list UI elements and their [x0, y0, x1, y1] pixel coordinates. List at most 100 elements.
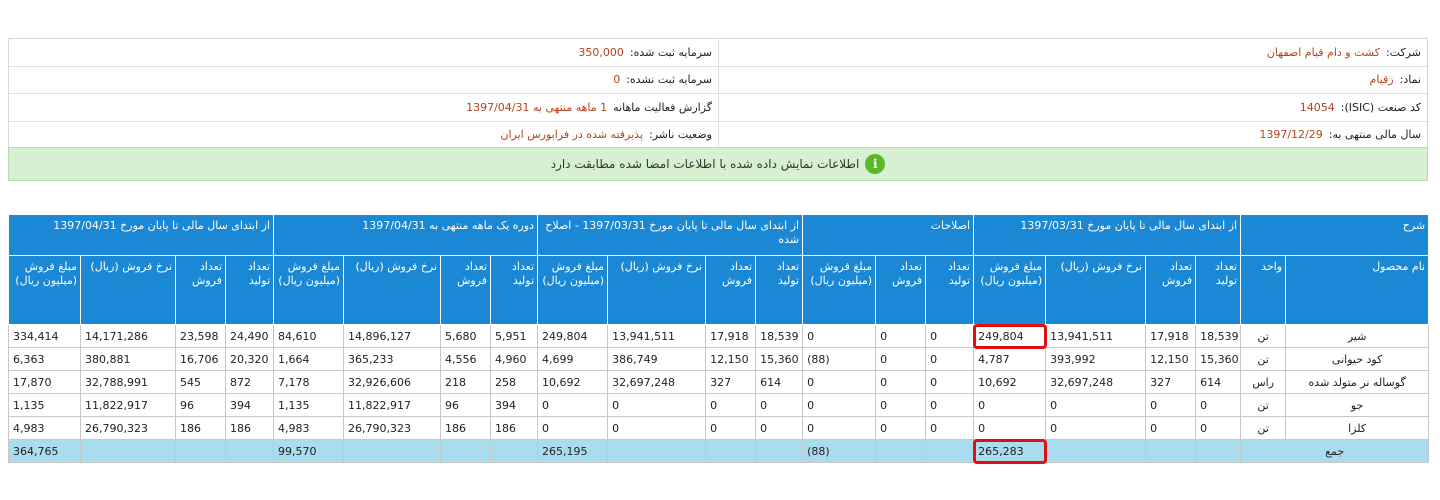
table-cell: 0	[802, 324, 877, 348]
column-header: تعداد تولید	[755, 255, 804, 325]
info-row: کد صنعت (ISIC): 14054 گزارش فعالیت ماهانه 1…	[9, 94, 1427, 122]
group-header: اصلاحات	[802, 214, 975, 256]
table-cell: 0	[755, 393, 804, 417]
field-value: 0	[613, 73, 621, 87]
field-value: 1397/12/29	[1259, 128, 1323, 142]
table-cell: 16,706	[175, 347, 227, 371]
total-cell	[175, 439, 227, 463]
column-header: مبلغ فروش (میلیون ریال)	[537, 255, 609, 325]
table-cell: 4,699	[537, 347, 609, 371]
table-cell: 218	[440, 370, 492, 394]
table-cell: 327	[1145, 370, 1197, 394]
column-header: واحد	[1240, 255, 1287, 325]
group-header: دوره یک ماهه منتهی به 1397/04/31	[273, 214, 539, 256]
column-header: تعداد فروش	[705, 255, 757, 325]
total-cell	[705, 439, 757, 463]
table-cell: تن	[1240, 416, 1287, 440]
total-cell	[607, 439, 707, 463]
field-label: سرمایه ثبت شده:	[629, 45, 712, 59]
column-header: تعداد تولید	[490, 255, 539, 325]
total-cell	[225, 439, 275, 463]
table-cell: 11,822,917	[343, 393, 442, 417]
table-cell: 0	[1045, 416, 1147, 440]
table-cell: 186	[175, 416, 227, 440]
table-cell: 96	[175, 393, 227, 417]
info-field: وضعیت ناشر: پذیرفته شده در فرابورس ایران	[9, 122, 718, 149]
column-header: تعداد فروش	[875, 255, 927, 325]
group-header: از ابتدای سال مالی تا پایان مورخ 1397/04…	[7, 214, 275, 256]
total-label: جمع	[1240, 439, 1430, 463]
data-row: کلزا تن 0 0 0 0 0 0 0 0 0 0 0 186 186 26,790,323 4,983 18…	[7, 416, 1430, 440]
total-cell	[1045, 439, 1147, 463]
total-cell: 265,195	[537, 439, 609, 463]
field-label: سال مالی منتهی به:	[1328, 128, 1421, 142]
table-cell: 0	[802, 393, 877, 417]
field-value: زقیام	[1369, 73, 1394, 87]
field-label: کد صنعت (ISIC):	[1340, 100, 1421, 114]
table-cell: 17,918	[1145, 324, 1197, 348]
total-cell: (88)	[802, 439, 877, 463]
table-cell: 186	[440, 416, 492, 440]
table-cell: 0	[1145, 393, 1197, 417]
table-cell: 84,610	[273, 324, 345, 348]
table-cell: 4,983	[273, 416, 345, 440]
field-value: کشت و دام قیام اصفهان	[1266, 45, 1380, 59]
table-cell: کود حیوانی	[1285, 347, 1430, 371]
company-info: شرکت: کشت و دام قیام اصفهان سرمایه ثبت شده…	[8, 38, 1428, 150]
total-cell	[343, 439, 442, 463]
table-cell: 0	[705, 393, 757, 417]
group-header-row: شرح از ابتدای سال مالی تا پایان مورخ 1397…	[7, 214, 1430, 256]
table-cell: 0	[925, 416, 975, 440]
table-cell: تن	[1240, 393, 1287, 417]
table-cell: 0	[802, 370, 877, 394]
table-cell: 0	[925, 324, 975, 348]
field-value: 14054	[1299, 100, 1335, 114]
table-cell: 0	[875, 393, 927, 417]
table-cell: 17,918	[705, 324, 757, 348]
table-cell: 394	[490, 393, 539, 417]
column-header: مبلغ فروش (میلیون ریال)	[802, 255, 877, 325]
table-cell: 10,692	[973, 370, 1047, 394]
table-cell: 0	[973, 416, 1047, 440]
table-cell: 614	[1195, 370, 1242, 394]
field-label: سرمایه ثبت نشده:	[626, 73, 712, 87]
table-cell: 18,539	[755, 324, 804, 348]
info-field: سرمایه ثبت شده: 350,000	[9, 39, 718, 66]
info-field: کد صنعت (ISIC): 14054	[718, 94, 1427, 121]
field-label: گزارش فعالیت ماهانه	[613, 100, 712, 114]
table-cell: 17,870	[7, 370, 82, 394]
field-value: 1 ماهه منتهی به 1397/04/31	[466, 100, 608, 114]
table-cell: 545	[175, 370, 227, 394]
table-cell: 872	[225, 370, 275, 394]
table-cell: 0	[925, 393, 975, 417]
total-cell	[875, 439, 927, 463]
table-cell: راس	[1240, 370, 1287, 394]
table-cell: 0	[925, 347, 975, 371]
table-cell: 12,150	[705, 347, 757, 371]
table-cell: 10,692	[537, 370, 609, 394]
table-cell: 614	[755, 370, 804, 394]
total-cell	[1145, 439, 1197, 463]
table-cell: 13,941,511	[1045, 324, 1147, 348]
table-cell: 0	[1195, 393, 1242, 417]
field-label: شرکت:	[1385, 45, 1421, 59]
info-row: نماد: زقیام سرمایه ثبت نشده: 0	[9, 66, 1427, 94]
table-cell: 393,992	[1045, 347, 1147, 371]
table-cell: 4,556	[440, 347, 492, 371]
table-cell: 0	[1045, 393, 1147, 417]
column-header: مبلغ فروش (میلیون ریال)	[273, 255, 345, 325]
table-cell: 249,804	[537, 324, 609, 348]
column-header: تعداد فروش	[440, 255, 492, 325]
table-cell: 0	[537, 416, 609, 440]
table-cell: 20,320	[225, 347, 275, 371]
table-cell: 15,360	[1195, 347, 1242, 371]
column-header: نرخ فروش (ریال)	[343, 255, 442, 325]
production-sales-table: شرح از ابتدای سال مالی تا پایان مورخ 1397…	[7, 214, 1430, 464]
column-header: نرخ فروش (ریال)	[80, 255, 177, 325]
info-field: شرکت: کشت و دام قیام اصفهان	[718, 39, 1427, 66]
info-icon: i	[865, 154, 886, 174]
table-cell: 365,233	[343, 347, 442, 371]
table-cell: 386,749	[607, 347, 707, 371]
data-row: شیر تن 18,539 17,918 13,941,511 249,804 0 0 0 18,…	[7, 323, 1430, 349]
